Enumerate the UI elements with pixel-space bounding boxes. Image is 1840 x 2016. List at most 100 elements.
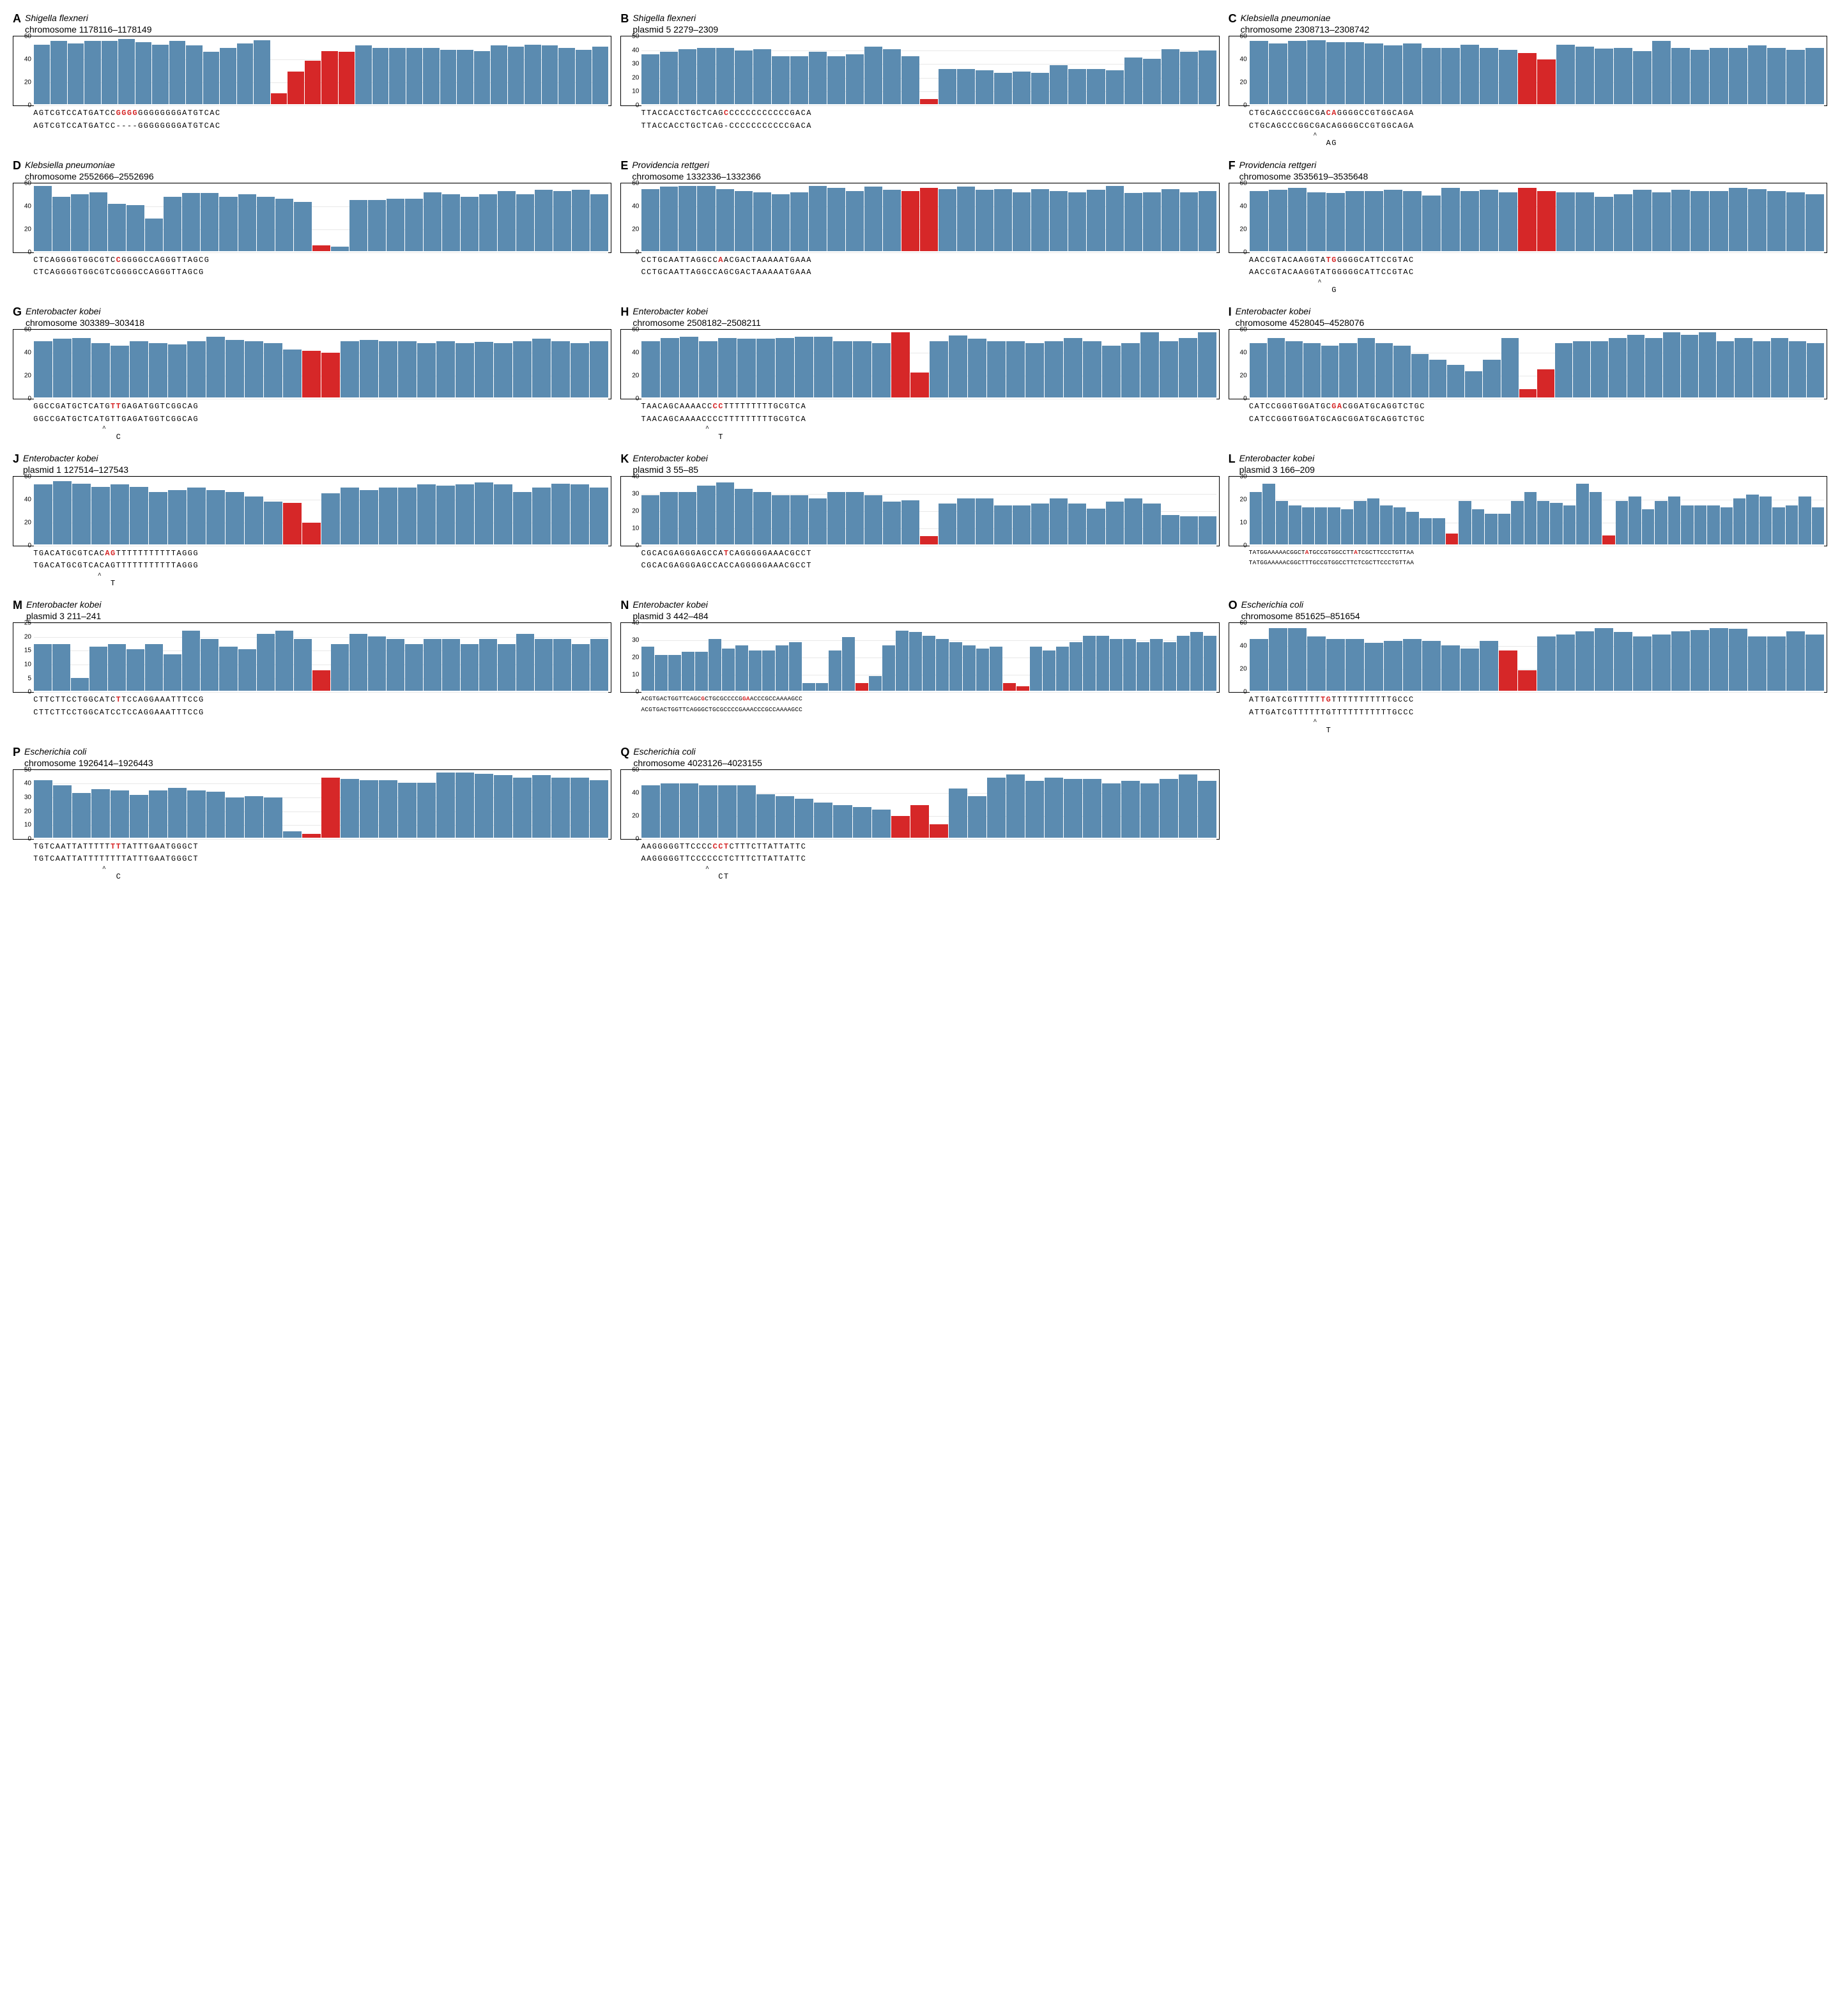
bar — [1537, 636, 1556, 691]
sequence-row: CATCCGGGTGGATGCAGCGGATGCAGGTCTGC — [1229, 415, 1827, 425]
bar — [641, 189, 659, 251]
seq-char: T — [756, 854, 762, 865]
seq-char: T — [1348, 708, 1354, 718]
seq-char: G — [1287, 695, 1293, 705]
bar — [1556, 45, 1575, 105]
bar — [111, 790, 129, 837]
seq-char: T — [756, 415, 762, 425]
y-tick-label: 20 — [15, 373, 31, 380]
seq-char: G — [61, 256, 66, 266]
bar — [695, 652, 708, 691]
bars-container — [34, 332, 608, 397]
seq-char: G — [702, 268, 707, 278]
y-tick-label: 60 — [1230, 33, 1247, 40]
seq-char: G — [1370, 415, 1376, 425]
seq-char: C — [691, 842, 696, 852]
seq-char: G — [88, 708, 94, 718]
bar — [558, 48, 574, 104]
seq-char: G — [171, 854, 177, 865]
bar — [1556, 635, 1575, 691]
sequence-row: CTTCTTCCTGGCATCCTCCAGGAAATTTCCG — [13, 708, 611, 718]
y-axis: 0204060 — [13, 477, 33, 546]
bar — [169, 41, 185, 104]
y-tick-label: 0 — [1230, 689, 1247, 696]
seq-char: G — [199, 708, 204, 718]
bar-chart: 01020304050 — [620, 36, 1219, 106]
bar — [1358, 338, 1375, 398]
sequence-row: CTGCAGCCCGGCGACAGGGGCCGTGGCAGA — [1229, 109, 1827, 119]
seq-char: T — [790, 842, 795, 852]
seq-char: A — [1298, 256, 1304, 266]
y-tick-label: 0 — [15, 542, 31, 549]
seq-char: C — [88, 561, 94, 571]
seq-char: C — [795, 549, 801, 559]
seq-char: T — [724, 854, 730, 865]
seq-char: T — [1276, 268, 1282, 278]
y-tick-label: 0 — [622, 542, 639, 549]
panel-I: IEnterobacter kobeichromosome 4528045–45… — [1229, 306, 1827, 442]
bar — [1031, 73, 1049, 104]
bar — [135, 42, 151, 104]
seq-char: - — [121, 121, 127, 132]
seq-char: T — [1310, 695, 1315, 705]
bar — [1767, 191, 1786, 251]
location-text: chromosome 2308713–2308742 — [1241, 24, 1370, 35]
seq-char: A — [647, 842, 652, 852]
seq-char: T — [1315, 256, 1321, 266]
seq-char: T — [111, 854, 116, 865]
seq-char: C — [138, 268, 144, 278]
y-tick-label: 0 — [1230, 542, 1247, 549]
bar — [1432, 518, 1445, 544]
bar — [302, 523, 321, 544]
bar — [735, 645, 748, 691]
seq-char: G — [685, 549, 691, 559]
bar — [257, 634, 275, 691]
seq-char: G — [1271, 256, 1276, 266]
seq-char: C — [762, 121, 768, 132]
seq-char: T — [762, 854, 768, 865]
caret-char: ^ — [705, 868, 710, 872]
gridline — [34, 839, 608, 840]
seq-char: C — [773, 109, 779, 119]
seq-char: C — [188, 708, 194, 718]
seq-char: G — [1392, 268, 1398, 278]
seq-char: C — [33, 695, 39, 705]
seq-char: A — [77, 109, 83, 119]
seq-char: G — [88, 256, 94, 266]
seq-char: T — [647, 121, 652, 132]
bar — [34, 780, 52, 838]
seq-char: T — [1276, 708, 1282, 718]
bar — [201, 193, 218, 250]
bar — [302, 834, 321, 838]
location-text: chromosome 851625–851654 — [1241, 611, 1360, 621]
sequence-row: AAGGGGGTTCCCCCCTCTTTCTTATTATTC — [620, 842, 1219, 852]
seq-char: C — [1326, 121, 1331, 132]
seq-char: G — [762, 549, 768, 559]
seq-char: G — [740, 561, 746, 571]
seq-char: A — [1359, 415, 1365, 425]
seq-char: C — [707, 415, 713, 425]
y-axis: 0204060 — [1229, 330, 1248, 399]
seq-char: A — [1409, 121, 1414, 132]
seq-char: T — [751, 256, 757, 266]
seq-char: T — [138, 561, 144, 571]
y-tick-label: 0 — [622, 835, 639, 842]
bar — [360, 490, 378, 544]
panel-letter: Q — [620, 746, 629, 759]
seq-char: T — [88, 842, 94, 852]
seq-char: G — [1342, 109, 1348, 119]
gridline — [641, 623, 1216, 624]
seq-char: A — [61, 842, 66, 852]
bar — [1805, 194, 1824, 250]
seq-char: T — [652, 256, 658, 266]
seq-char: T — [105, 268, 111, 278]
bar — [1068, 504, 1086, 544]
seq-char: A — [1359, 402, 1365, 412]
seq-char: A — [1298, 268, 1304, 278]
bar — [833, 341, 852, 397]
panel-grid: AShigella flexnerichromosome 1178116–117… — [13, 13, 1827, 881]
seq-char: G — [657, 854, 663, 865]
bar — [1753, 341, 1770, 397]
seq-char: T — [33, 854, 39, 865]
bar — [1459, 501, 1471, 544]
